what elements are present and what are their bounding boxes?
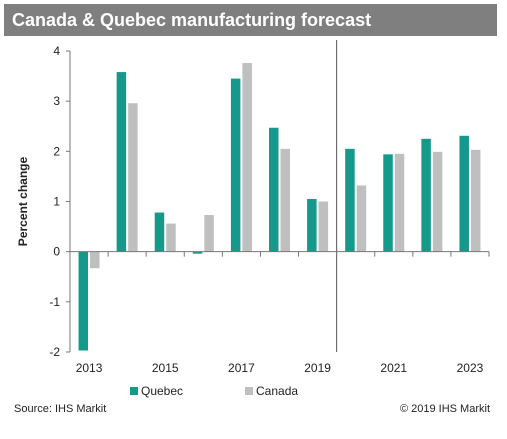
x-tick-label: 2017 xyxy=(228,361,255,375)
bar-canada-2021 xyxy=(394,153,405,252)
y-tick-label: 4 xyxy=(53,44,60,58)
y-axis-title: Percent change xyxy=(16,156,30,246)
legend-label-quebec: Quebec xyxy=(141,384,183,398)
y-tick-label: -1 xyxy=(49,295,60,309)
chart-title: Canada & Quebec manufacturing forecast xyxy=(12,10,372,30)
y-tick-label: 0 xyxy=(53,245,60,259)
copyright-note: © 2019 IHS Markit xyxy=(399,403,490,415)
bar-quebec-2014 xyxy=(116,72,127,252)
bar-quebec-2019 xyxy=(307,198,317,252)
bar-quebec-2018 xyxy=(269,127,279,252)
x-tick-label: 2019 xyxy=(304,361,331,375)
x-tick-label: 2015 xyxy=(152,361,179,375)
bar-quebec-2021 xyxy=(383,154,393,252)
legend-swatch-canada xyxy=(245,387,253,395)
bar-quebec-2023 xyxy=(459,135,469,252)
bar-quebec-2013 xyxy=(78,251,89,351)
x-tick-label: 2013 xyxy=(76,361,103,375)
bar-canada-2016 xyxy=(204,215,214,252)
source-note: Source: IHS Markit xyxy=(14,403,107,415)
bar-canada-2019 xyxy=(318,201,329,252)
bar-canada-2018 xyxy=(280,148,290,252)
y-tick-label: -2 xyxy=(49,345,60,359)
bar-canada-2017 xyxy=(242,63,252,252)
bar-quebec-2016 xyxy=(192,251,203,254)
bar-canada-2015 xyxy=(166,223,176,252)
bar-quebec-2020 xyxy=(345,148,355,252)
legend-swatch-quebec xyxy=(130,387,138,395)
y-tick-label: 2 xyxy=(53,144,60,158)
bar-quebec-2022 xyxy=(421,138,431,252)
bar-canada-2020 xyxy=(356,185,367,252)
x-tick-label: 2021 xyxy=(380,361,407,375)
legend-label-canada: Canada xyxy=(256,384,298,398)
bar-quebec-2015 xyxy=(154,212,165,252)
bar-canada-2023 xyxy=(470,149,481,252)
bar-canada-2013 xyxy=(90,251,100,269)
y-tick-label: 1 xyxy=(53,195,60,209)
bar-canada-2022 xyxy=(432,151,443,252)
y-tick-label: 3 xyxy=(53,94,60,108)
bar-quebec-2017 xyxy=(230,78,241,252)
x-tick-label: 2023 xyxy=(457,361,484,375)
title-bar: Canada & Quebec manufacturing forecast xyxy=(4,4,497,36)
bar-canada-2014 xyxy=(128,103,138,252)
